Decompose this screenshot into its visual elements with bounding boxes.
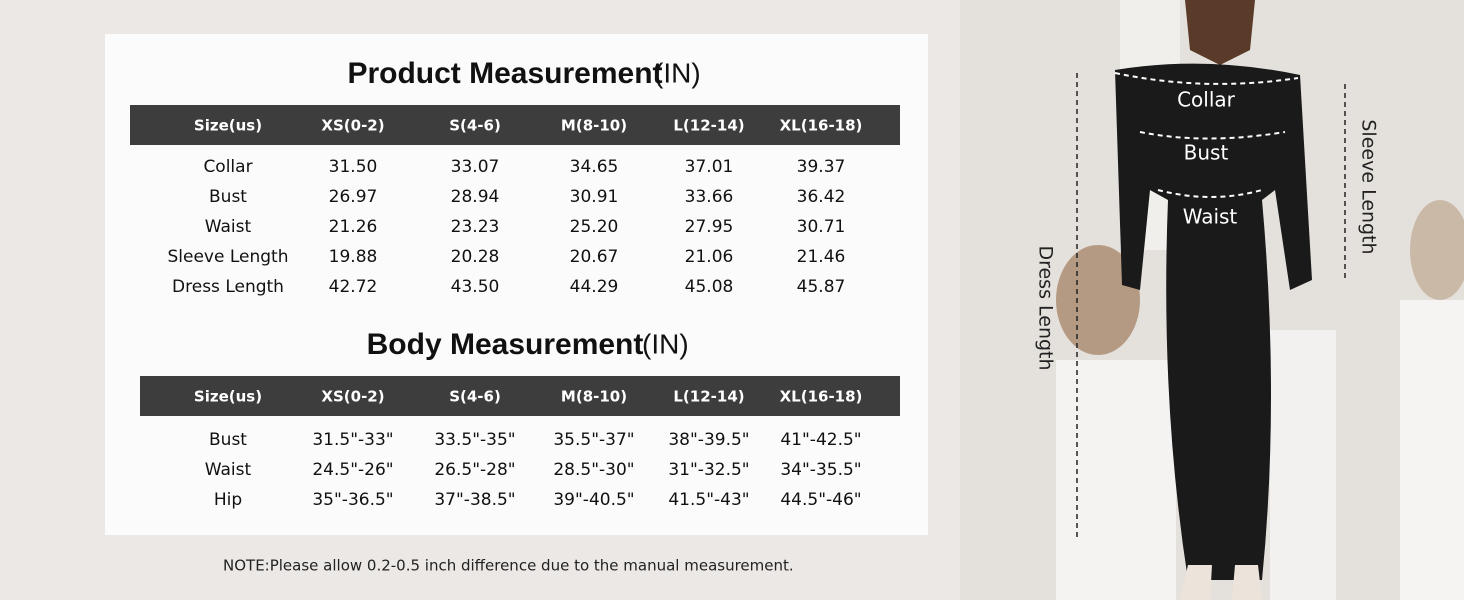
dress-length-label: Dress Length <box>1035 245 1057 370</box>
table-cell: 33.07 <box>451 157 500 177</box>
boots <box>1180 565 1262 600</box>
header-cell: L(12-14) <box>673 388 744 406</box>
header-cell: XL(16-18) <box>780 388 863 406</box>
table-cell: 45.08 <box>685 277 734 297</box>
table-title: Body Measurement <box>367 328 644 361</box>
table-cell: 21.46 <box>797 247 846 267</box>
header-cell: Size(us) <box>194 117 262 135</box>
table-cell: 41"-42.5" <box>780 430 861 450</box>
note: NOTE:Please allow 0.2-0.5 inch differenc… <box>223 557 794 575</box>
table-cell: 28.94 <box>451 187 500 207</box>
table-cell: 45.87 <box>797 277 846 297</box>
sleeve-length-label: Sleeve Length <box>1358 119 1380 254</box>
table-unit: (IN) <box>642 328 689 359</box>
header-cell: M(8-10) <box>561 117 627 135</box>
header-cell: S(4-6) <box>449 117 501 135</box>
table-cell: 20.28 <box>451 247 500 267</box>
pedestal <box>1270 330 1336 600</box>
table-cell: Sleeve Length <box>168 247 289 267</box>
table-cell: Waist <box>205 217 252 237</box>
header-bar <box>140 376 900 416</box>
vase <box>1410 200 1464 300</box>
table-cell: 31.50 <box>329 157 378 177</box>
table-cell: 21.06 <box>685 247 734 267</box>
table-cell: Bust <box>209 430 247 450</box>
table-cell: 21.26 <box>329 217 378 237</box>
dress <box>1115 63 1312 581</box>
table-cell: 38"-39.5" <box>668 430 749 450</box>
table-cell: 44.5"-46" <box>780 490 861 510</box>
header-cell: M(8-10) <box>561 388 627 406</box>
table-cell: 41.5"-43" <box>668 490 749 510</box>
header-bar <box>130 105 900 145</box>
table-cell: 20.67 <box>570 247 619 267</box>
table-cell: 37"-38.5" <box>434 490 515 510</box>
table-cell: 35.5"-37" <box>553 430 634 450</box>
header-cell: S(4-6) <box>449 388 501 406</box>
table-cell: 39.37 <box>797 157 846 177</box>
measure-lines <box>1114 72 1299 198</box>
hair <box>1185 0 1255 65</box>
table-cell: 42.72 <box>329 277 378 297</box>
header-cell: Size(us) <box>194 388 262 406</box>
pedestal <box>1400 300 1464 600</box>
table-cell: Hip <box>214 490 242 510</box>
table-cell: Collar <box>203 157 252 177</box>
header-cell: XS(0-2) <box>321 117 384 135</box>
table-cell: 30.71 <box>797 217 846 237</box>
table-cell: 31.5"-33" <box>312 430 393 450</box>
table-cell: 27.95 <box>685 217 734 237</box>
table-cell: 23.23 <box>451 217 500 237</box>
table-cell: 34.65 <box>570 157 619 177</box>
table-cell: Bust <box>209 187 247 207</box>
table-cell: 24.5"-26" <box>312 460 393 480</box>
table-title: Product Measurement <box>347 57 662 90</box>
header-cell: XS(0-2) <box>321 388 384 406</box>
table-cell: 25.20 <box>570 217 619 237</box>
table-unit: (IN) <box>654 57 701 88</box>
header-cell: XL(16-18) <box>780 117 863 135</box>
table-cell: 39"-40.5" <box>553 490 634 510</box>
table-cell: 19.88 <box>329 247 378 267</box>
table-cell: 30.91 <box>570 187 619 207</box>
header-cell: L(12-14) <box>673 117 744 135</box>
table-cell: 26.97 <box>329 187 378 207</box>
table-cell: 31"-32.5" <box>668 460 749 480</box>
bust-label: Bust <box>1184 141 1229 165</box>
table-cell: 35"-36.5" <box>312 490 393 510</box>
table-cell: 33.5"-35" <box>434 430 515 450</box>
table-cell: 36.42 <box>797 187 846 207</box>
table-cell: Waist <box>205 460 252 480</box>
table-cell: 28.5"-30" <box>553 460 634 480</box>
table-cell: 34"-35.5" <box>780 460 861 480</box>
table-cell: 44.29 <box>570 277 619 297</box>
waist-label: Waist <box>1183 205 1238 229</box>
table-cell: 33.66 <box>685 187 734 207</box>
table-cell: Dress Length <box>172 277 284 297</box>
table-cell: 43.50 <box>451 277 500 297</box>
table-cell: 26.5"-28" <box>434 460 515 480</box>
pedestal <box>1056 360 1176 600</box>
collar-label: Collar <box>1177 88 1236 112</box>
table-cell: 37.01 <box>685 157 734 177</box>
